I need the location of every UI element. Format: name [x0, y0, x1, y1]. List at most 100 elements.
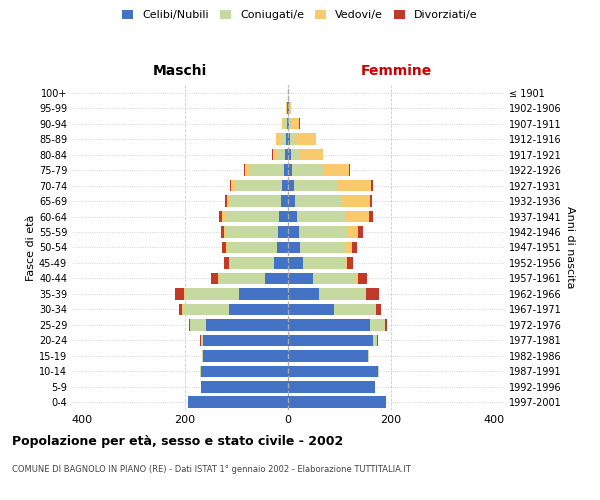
- Bar: [288, 196, 372, 207]
- Bar: [200, 366, 288, 377]
- Bar: [288, 334, 377, 346]
- Bar: [222, 242, 288, 254]
- Bar: [288, 366, 379, 377]
- Bar: [288, 210, 373, 222]
- Bar: [206, 319, 288, 330]
- Bar: [202, 350, 288, 362]
- Bar: [222, 210, 288, 222]
- Bar: [288, 334, 373, 346]
- Bar: [288, 304, 334, 315]
- Bar: [239, 288, 288, 300]
- Bar: [288, 350, 369, 362]
- Bar: [288, 196, 295, 207]
- Bar: [288, 366, 378, 377]
- Bar: [188, 396, 288, 408]
- Bar: [175, 288, 288, 300]
- Bar: [282, 118, 288, 130]
- Text: Maschi: Maschi: [153, 64, 207, 78]
- Bar: [288, 134, 290, 145]
- Bar: [288, 381, 376, 392]
- Bar: [288, 102, 290, 114]
- Bar: [288, 134, 316, 145]
- Bar: [288, 226, 348, 238]
- Bar: [275, 134, 288, 145]
- Bar: [288, 149, 300, 160]
- Bar: [278, 226, 288, 238]
- Bar: [225, 210, 288, 222]
- Bar: [288, 396, 386, 408]
- Bar: [284, 118, 288, 130]
- Bar: [288, 210, 369, 222]
- Bar: [286, 102, 288, 114]
- Bar: [184, 288, 288, 300]
- Bar: [288, 396, 386, 408]
- Bar: [288, 164, 292, 176]
- Bar: [288, 257, 347, 269]
- Bar: [230, 257, 288, 269]
- Bar: [288, 257, 304, 269]
- Bar: [179, 304, 288, 315]
- Bar: [226, 226, 288, 238]
- Bar: [288, 334, 377, 346]
- Bar: [211, 272, 288, 284]
- Bar: [288, 334, 378, 346]
- Bar: [228, 242, 288, 254]
- Bar: [272, 149, 288, 160]
- Bar: [200, 334, 288, 346]
- Bar: [202, 350, 288, 362]
- Bar: [219, 210, 288, 222]
- Bar: [288, 288, 365, 300]
- Bar: [288, 288, 366, 300]
- Bar: [250, 164, 288, 176]
- Bar: [288, 366, 379, 377]
- Bar: [288, 381, 376, 392]
- Bar: [221, 226, 288, 238]
- Bar: [227, 196, 288, 207]
- Bar: [288, 242, 352, 254]
- Bar: [277, 242, 288, 254]
- Bar: [218, 272, 288, 284]
- Bar: [288, 319, 385, 330]
- Bar: [188, 396, 288, 408]
- Bar: [288, 134, 295, 145]
- Bar: [272, 149, 288, 160]
- Bar: [265, 272, 288, 284]
- Bar: [284, 164, 288, 176]
- Bar: [288, 304, 381, 315]
- Bar: [288, 226, 299, 238]
- Bar: [224, 226, 288, 238]
- Bar: [288, 242, 357, 254]
- Bar: [288, 396, 386, 408]
- Bar: [288, 118, 292, 130]
- Bar: [190, 319, 288, 330]
- Bar: [286, 134, 288, 145]
- Bar: [288, 118, 299, 130]
- Bar: [288, 288, 379, 300]
- Bar: [288, 381, 376, 392]
- Bar: [230, 180, 288, 192]
- Bar: [274, 257, 288, 269]
- Bar: [288, 288, 319, 300]
- Bar: [288, 257, 344, 269]
- Bar: [288, 304, 376, 315]
- Bar: [182, 304, 288, 315]
- Bar: [188, 396, 288, 408]
- Bar: [200, 366, 288, 377]
- Bar: [288, 272, 313, 284]
- Text: Femmine: Femmine: [361, 64, 431, 78]
- Y-axis label: Anni di nascita: Anni di nascita: [565, 206, 575, 288]
- Bar: [190, 319, 288, 330]
- Bar: [288, 210, 297, 222]
- Bar: [232, 180, 288, 192]
- Bar: [182, 304, 288, 315]
- Bar: [288, 272, 367, 284]
- Bar: [282, 180, 288, 192]
- Bar: [288, 180, 338, 192]
- Bar: [288, 366, 379, 377]
- Y-axis label: Fasce di età: Fasce di età: [26, 214, 36, 280]
- Bar: [288, 180, 371, 192]
- Bar: [288, 180, 373, 192]
- Bar: [203, 350, 288, 362]
- Bar: [203, 334, 288, 346]
- Bar: [288, 381, 376, 392]
